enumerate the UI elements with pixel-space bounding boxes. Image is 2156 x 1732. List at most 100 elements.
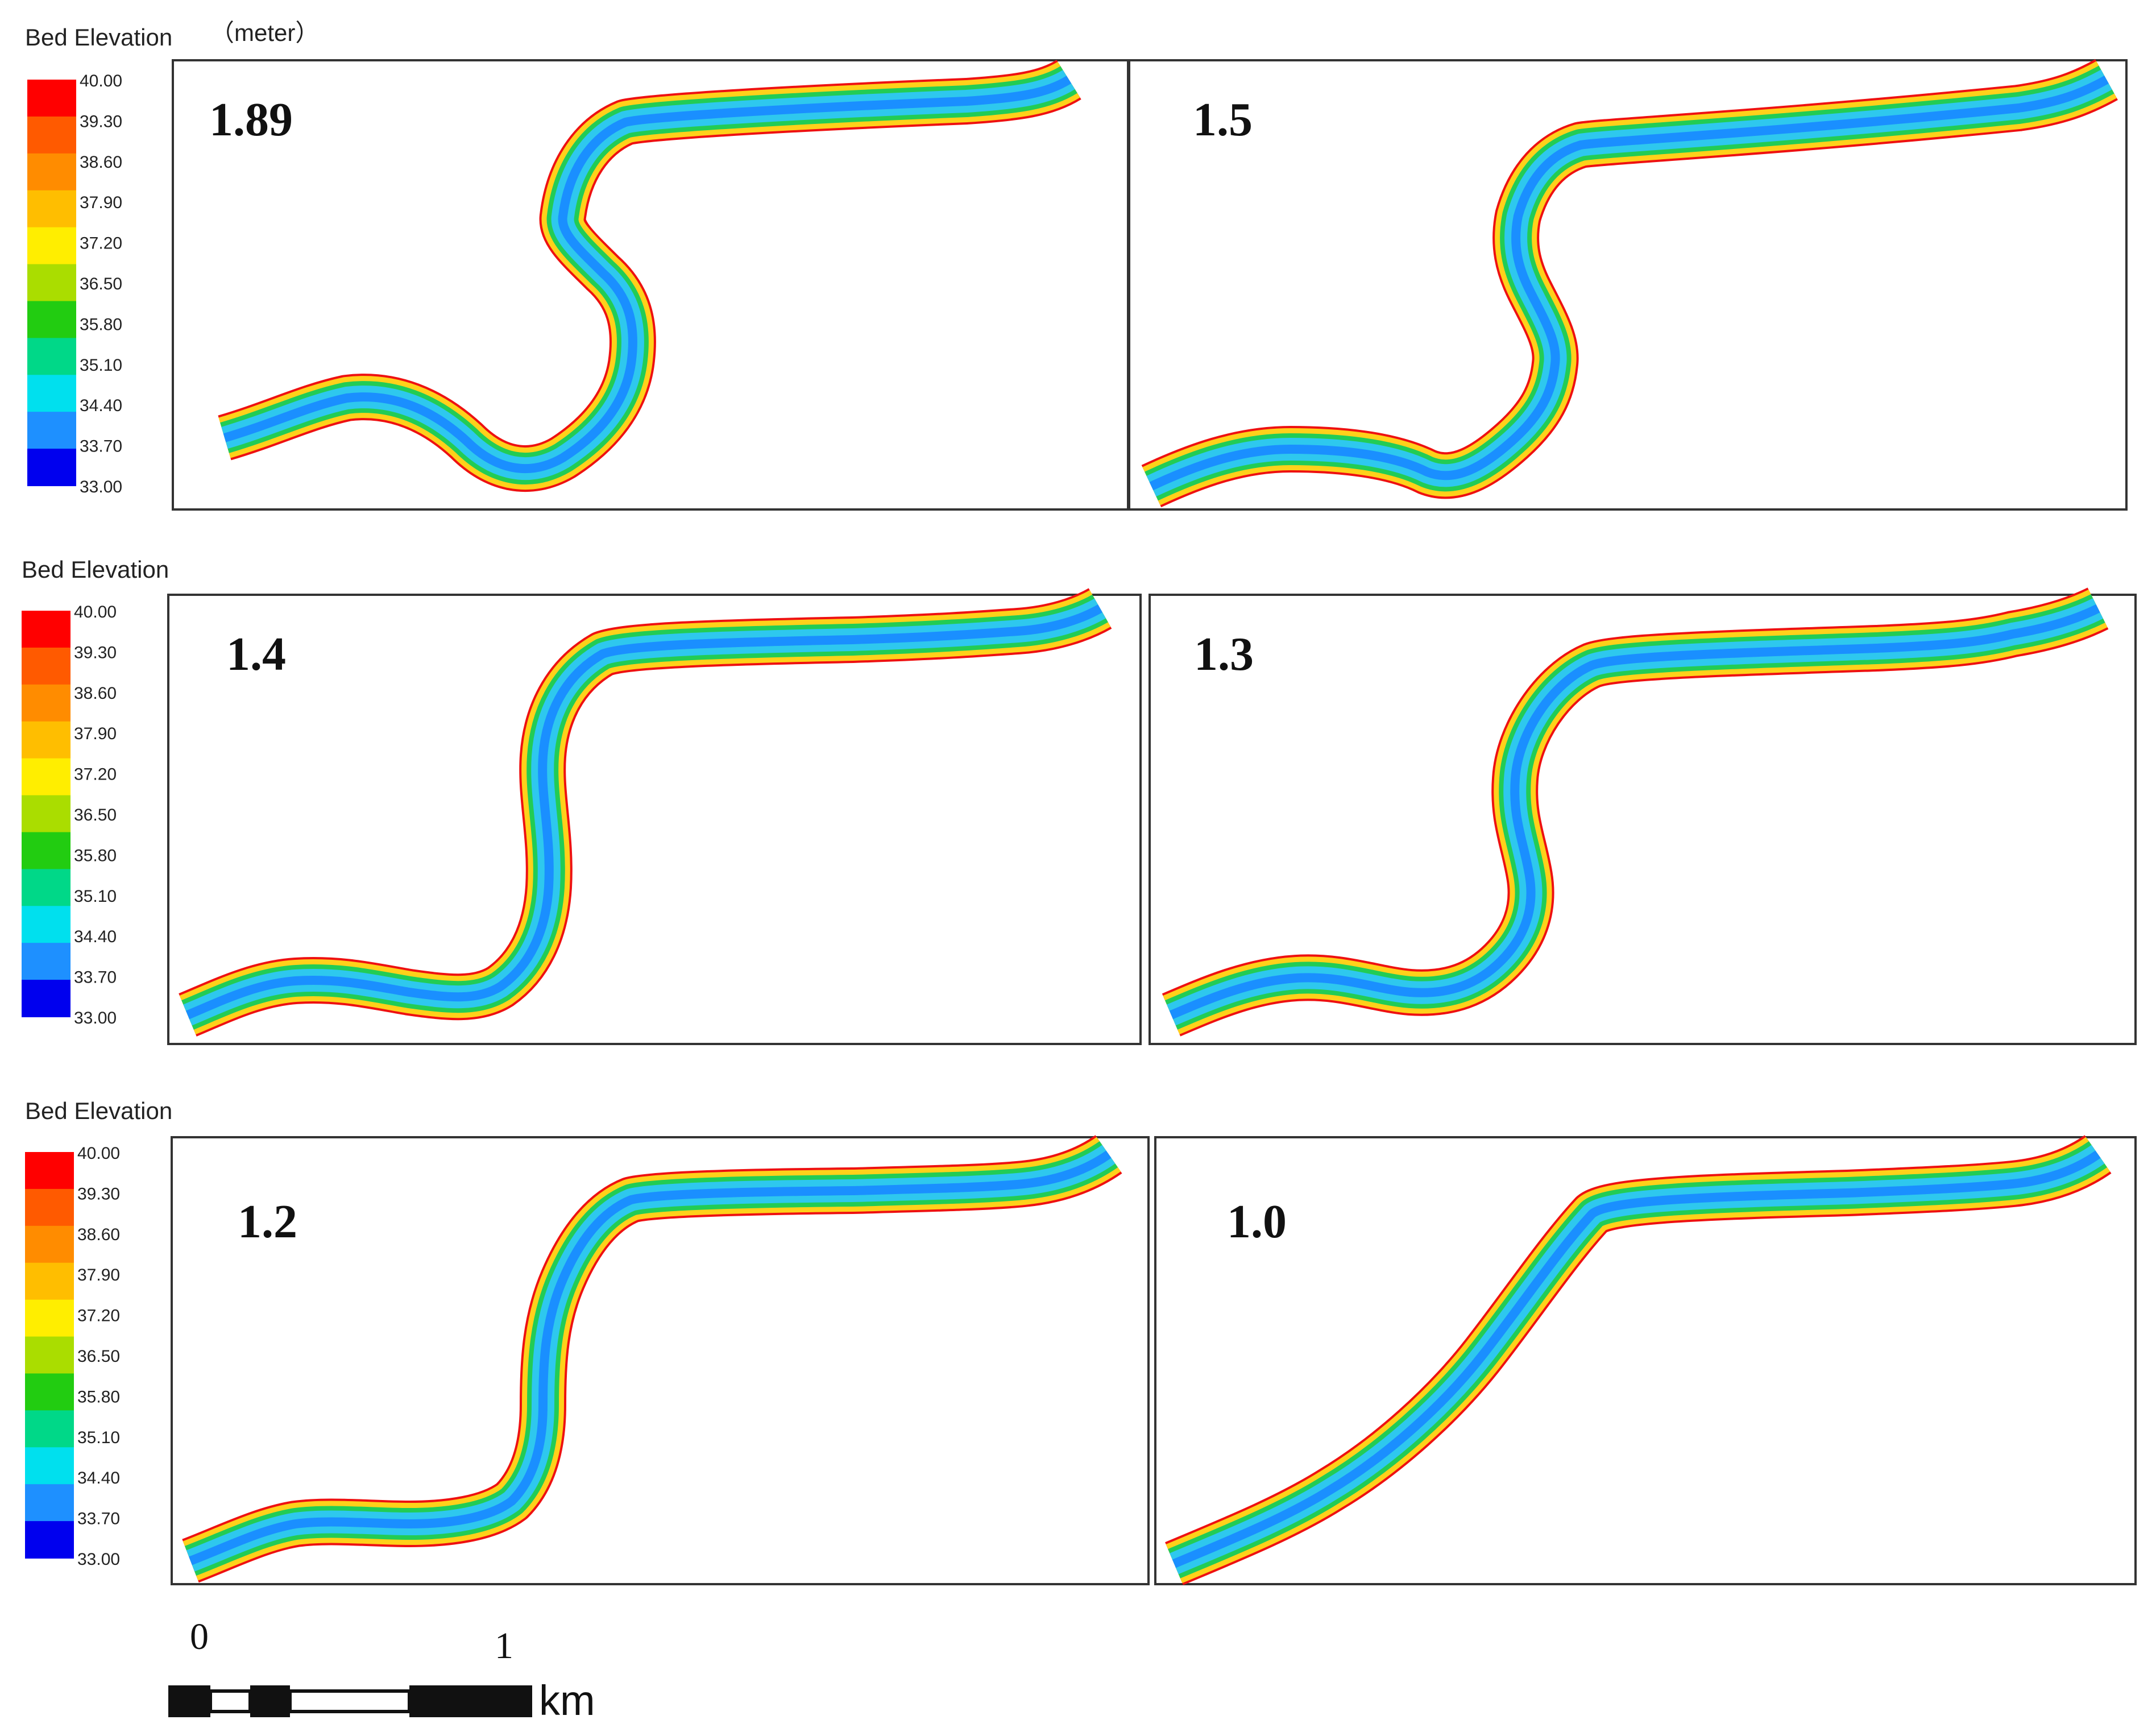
legend-swatch bbox=[27, 116, 76, 154]
river-deep-core bbox=[223, 76, 1072, 473]
legend-tick-label: 38.60 bbox=[77, 1225, 120, 1244]
legend-swatch bbox=[25, 1262, 74, 1300]
legend-swatch bbox=[27, 227, 76, 265]
legend-tick-label: 37.20 bbox=[74, 765, 117, 784]
legend-tick-label: 38.60 bbox=[80, 153, 122, 172]
legend-title: Bed Elevation bbox=[25, 1097, 172, 1124]
legend-swatch bbox=[22, 906, 71, 944]
legend-tick-label: 33.00 bbox=[80, 478, 122, 496]
legend-swatch bbox=[25, 1373, 74, 1411]
legend-swatch bbox=[25, 1188, 74, 1227]
scale-segment bbox=[288, 1689, 411, 1713]
panel-frame bbox=[171, 1136, 1150, 1585]
legend-tick-label: 33.70 bbox=[77, 1510, 120, 1528]
river-channel-1-89 bbox=[218, 59, 1081, 492]
panel-label: 1.3 bbox=[1194, 628, 1254, 681]
legend-tick-label: 40.00 bbox=[80, 72, 122, 90]
legend-swatch bbox=[27, 153, 76, 191]
panel-label: 1.4 bbox=[226, 628, 286, 681]
legend-tick-label: 35.80 bbox=[74, 846, 117, 865]
panel-frames bbox=[167, 59, 2137, 1585]
legend-colorbar: 40.00 39.30 38.60 37.90 37.20 36.50 35.80 35.10… bbox=[25, 1144, 120, 1569]
legend-swatch bbox=[25, 1410, 74, 1448]
legend-colorbar: 40.00 39.30 38.60 37.90 37.20 36.50 35.80 35.10… bbox=[22, 603, 117, 1027]
river-inner-band bbox=[1167, 598, 2103, 1026]
legend-swatch bbox=[22, 647, 71, 685]
legend-tick-label: 36.50 bbox=[77, 1347, 120, 1366]
river-deep-core bbox=[1172, 1150, 2101, 1568]
legend-title: Bed Elevation bbox=[25, 24, 172, 51]
legend-colorbar: 40.00 39.30 38.60 37.90 37.20 36.50 35.80 35.10… bbox=[27, 72, 122, 496]
legend-swatch bbox=[22, 758, 71, 796]
river-deep-core bbox=[189, 1150, 1112, 1565]
legend-swatch bbox=[27, 301, 76, 339]
legend-swatch bbox=[27, 375, 76, 413]
legend-swatch bbox=[25, 1299, 74, 1337]
river-channel-1-2 bbox=[182, 1134, 1122, 1583]
legend-swatch bbox=[22, 795, 71, 833]
legend-tick-label: 33.70 bbox=[80, 437, 122, 456]
legend-swatch bbox=[25, 1521, 74, 1559]
panel-label: 1.5 bbox=[1193, 93, 1253, 146]
legend-tick-label: 39.30 bbox=[80, 112, 122, 131]
legend-tick-label: 37.20 bbox=[80, 234, 122, 253]
legend-tick-label: 35.10 bbox=[77, 1428, 120, 1447]
legend-row-1: Bed Elevation （meter） 40.00 39.30 38.60 37.… bbox=[25, 19, 319, 496]
river-deep-core bbox=[1149, 76, 2109, 491]
panel-frame bbox=[1149, 594, 2137, 1045]
legend-tick-label: 34.40 bbox=[77, 1469, 120, 1487]
river-channel-1-5 bbox=[1141, 59, 2118, 508]
legend-swatch bbox=[27, 190, 76, 228]
legend-swatch bbox=[25, 1152, 74, 1190]
legend-tick-label: 35.10 bbox=[80, 356, 122, 375]
river-deep-core bbox=[1169, 604, 2100, 1020]
panel-frame bbox=[1154, 1136, 2137, 1585]
legend-swatch bbox=[22, 684, 71, 722]
scale-segment bbox=[168, 1685, 210, 1717]
legend-tick-label: 33.00 bbox=[74, 1009, 117, 1027]
legend-swatch bbox=[25, 1225, 74, 1263]
legend-tick-label: 34.40 bbox=[80, 396, 122, 415]
scale-segment bbox=[209, 1689, 252, 1713]
legend-row-2: Bed Elevation 40.00 39.30 38.60 37.90 37.20 3… bbox=[22, 556, 169, 1027]
legend-tick-label: 40.00 bbox=[74, 603, 117, 621]
units-label: （meter） bbox=[210, 19, 319, 46]
scale-bar: 0 1 km bbox=[168, 1616, 595, 1724]
legend-swatch bbox=[22, 611, 71, 648]
panel-frame bbox=[167, 594, 1142, 1045]
river-channel-1-0 bbox=[1165, 1134, 2112, 1585]
legend-swatch bbox=[22, 832, 71, 870]
scale-segment bbox=[409, 1685, 532, 1717]
legend-tick-label: 33.00 bbox=[77, 1550, 120, 1569]
legend-tick-label: 37.20 bbox=[77, 1307, 120, 1325]
legend-swatch bbox=[22, 721, 71, 759]
river-channel-1-4 bbox=[179, 588, 1112, 1037]
scale-tick-label: 1 bbox=[495, 1625, 513, 1667]
legend-tick-label: 36.50 bbox=[74, 806, 117, 824]
legend-tick-label: 39.30 bbox=[74, 643, 117, 662]
legend-swatch bbox=[25, 1484, 74, 1522]
river-channel-1-3 bbox=[1162, 587, 2109, 1037]
panel-labels: 1.89 1.5 1.4 1.3 1.2 1.0 bbox=[209, 93, 1287, 1248]
legend-tick-label: 37.90 bbox=[77, 1266, 120, 1285]
legend-tick-label: 33.70 bbox=[74, 968, 117, 987]
legend-tick-label: 35.10 bbox=[74, 887, 117, 906]
legend-tick-label: 35.80 bbox=[80, 315, 122, 334]
panel-label: 1.89 bbox=[209, 93, 293, 146]
legend-swatch bbox=[22, 943, 71, 981]
panel-frame bbox=[1128, 59, 2128, 511]
scale-tick-label: 0 bbox=[190, 1616, 209, 1658]
panel-label: 1.0 bbox=[1227, 1195, 1287, 1248]
legend-row-3: Bed Elevation 40.00 39.30 38.60 37.90 37.20 3… bbox=[25, 1097, 172, 1569]
legend-tick-label: 39.30 bbox=[77, 1184, 120, 1203]
panel-label: 1.2 bbox=[238, 1195, 297, 1248]
legend-tick-label: 37.90 bbox=[74, 724, 117, 743]
legend-swatch bbox=[25, 1447, 74, 1485]
scale-segment bbox=[250, 1685, 290, 1717]
legend-tick-label: 37.90 bbox=[80, 193, 122, 212]
legend-tick-label: 35.80 bbox=[77, 1387, 120, 1406]
legend-swatch bbox=[27, 338, 76, 376]
river-deep-core bbox=[185, 604, 1102, 1020]
legend-swatch bbox=[22, 980, 71, 1017]
